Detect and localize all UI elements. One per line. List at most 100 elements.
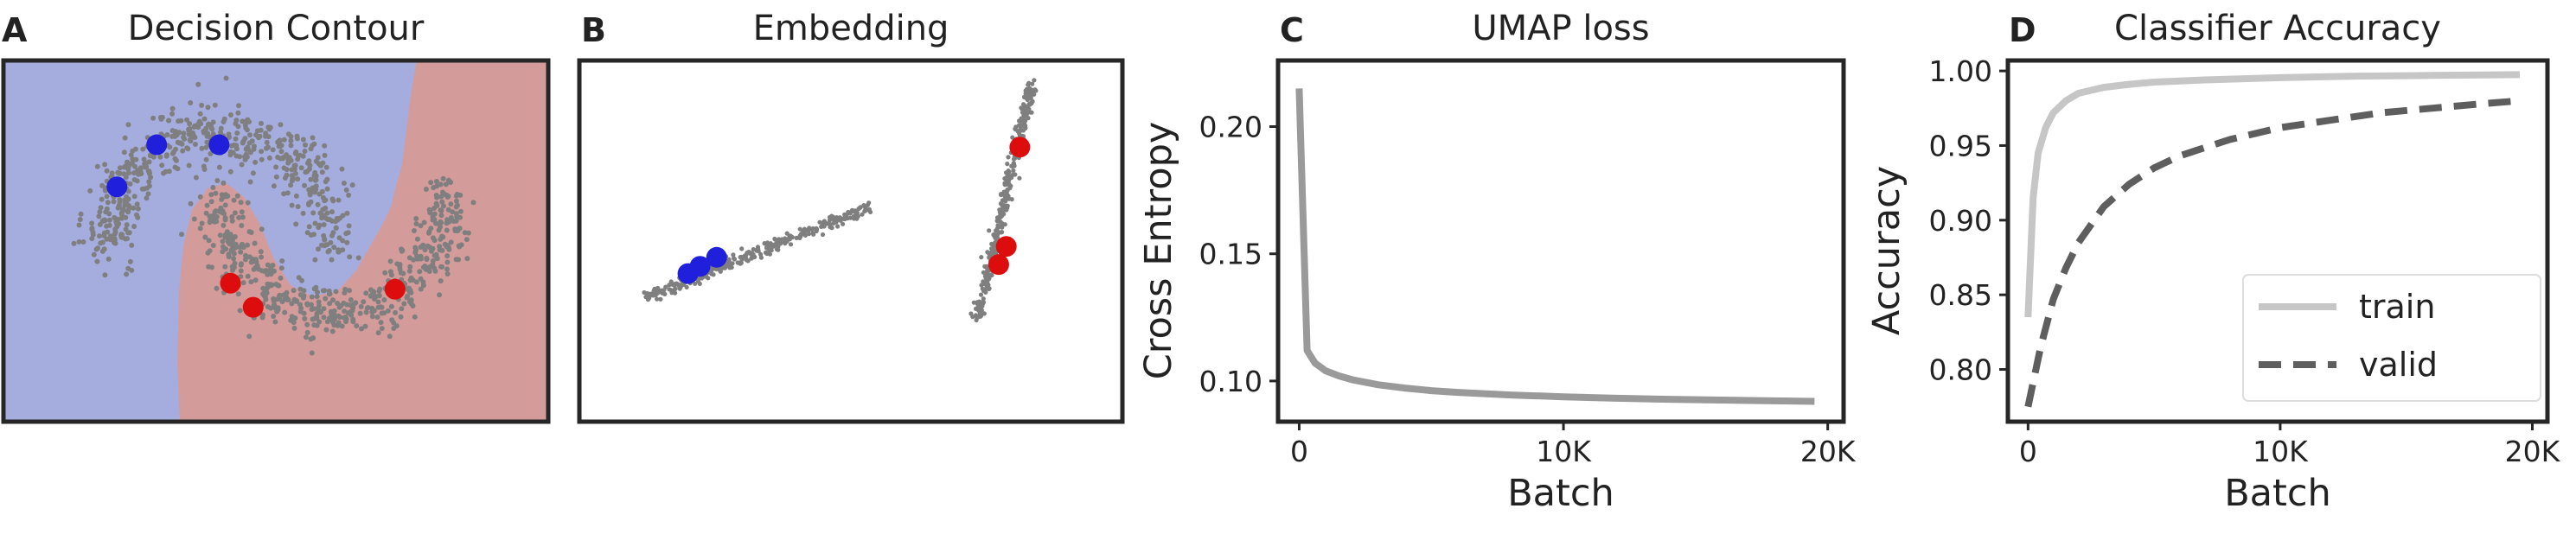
sample-point: [426, 230, 431, 236]
embedded-point: [1009, 175, 1014, 181]
sample-point: [233, 143, 240, 149]
sample-point: [440, 234, 446, 240]
sample-point: [433, 220, 439, 226]
sample-point: [313, 284, 319, 290]
sample-point: [102, 187, 108, 193]
sample-point: [238, 200, 244, 206]
sample-point: [376, 293, 382, 299]
sample-point: [221, 194, 227, 200]
sample-point: [444, 253, 451, 259]
embedded-point: [1032, 78, 1037, 83]
sample-point: [124, 194, 130, 200]
sample-point: [145, 191, 151, 197]
sample-point: [166, 168, 172, 175]
sample-point: [89, 220, 95, 226]
sample-point: [169, 128, 176, 134]
sample-point: [308, 176, 314, 182]
sample-point: [245, 273, 251, 279]
sample-point: [229, 214, 235, 219]
sample-point: [374, 315, 380, 320]
embedded-point: [991, 250, 996, 255]
sample-point: [195, 81, 201, 87]
sample-point: [428, 180, 434, 186]
legend-train-label: train: [2359, 288, 2435, 326]
sample-point: [268, 283, 274, 289]
sample-point: [240, 280, 246, 286]
sample-point: [233, 136, 239, 142]
sample-point: [132, 163, 137, 169]
embedded-point: [987, 254, 992, 259]
sample-point: [431, 238, 438, 244]
sample-point: [188, 200, 194, 207]
embedded-point: [802, 229, 808, 234]
embedded-point: [987, 286, 992, 291]
sample-point: [310, 210, 316, 216]
embedded-point: [1033, 88, 1039, 93]
sample-point: [112, 238, 118, 243]
sample-point: [227, 168, 233, 175]
sample-point: [135, 214, 141, 220]
embedded-point: [673, 286, 678, 291]
sample-point: [266, 270, 272, 276]
sample-point: [214, 285, 220, 291]
sample-point: [106, 217, 112, 223]
loss-plot: 0 10K 20K 0.10 0.15 0.20: [1199, 88, 1857, 468]
sample-point: [336, 320, 342, 326]
embedded-point: [1020, 107, 1025, 112]
sample-point: [418, 286, 424, 292]
embedded-point: [806, 232, 812, 237]
sample-point: [228, 112, 233, 118]
sample-point: [293, 221, 299, 227]
sample-point: [448, 239, 454, 245]
embedded-point: [1002, 222, 1007, 227]
sample-point: [157, 154, 163, 160]
sample-point: [295, 153, 301, 159]
embedded-point: [783, 236, 788, 241]
sample-point: [124, 271, 130, 277]
sample-point: [281, 165, 287, 171]
sample-point: [247, 149, 253, 156]
sample-point: [103, 209, 109, 215]
sample-point: [375, 330, 381, 336]
sample-point: [180, 148, 186, 154]
sample-point: [184, 117, 190, 123]
embedded-point: [722, 265, 728, 270]
sample-point: [131, 194, 137, 200]
panel-b-background: [579, 60, 1122, 422]
sample-point: [303, 142, 308, 148]
sample-point: [368, 287, 374, 293]
sample-point: [117, 165, 123, 171]
panel-b-title: Embedding: [753, 9, 949, 48]
sample-point: [412, 314, 418, 320]
sample-point: [98, 205, 104, 211]
embedded-point: [1007, 186, 1013, 191]
sample-point: [422, 264, 428, 269]
embedded-point: [774, 246, 780, 252]
sample-point: [311, 306, 317, 312]
embedded-point: [998, 215, 1003, 220]
sample-point: [125, 170, 131, 176]
sample-point: [233, 241, 239, 247]
sample-point: [199, 220, 205, 226]
embedded-point: [834, 215, 840, 220]
sample-point: [204, 202, 210, 208]
sample-point: [230, 246, 235, 252]
sample-point: [443, 181, 449, 188]
sample-point: [239, 261, 244, 267]
sample-point: [240, 241, 245, 247]
sample-point: [204, 139, 210, 145]
sample-point: [289, 167, 295, 173]
embedded-point: [811, 232, 816, 237]
sample-point: [418, 245, 424, 250]
class0-labeled-point: [146, 134, 168, 156]
sample-point: [361, 299, 367, 305]
sample-point: [71, 240, 77, 246]
embedded-point: [675, 282, 681, 287]
embedded-point: [981, 311, 987, 316]
embedded-point: [834, 218, 840, 223]
embedded-point: [987, 275, 992, 280]
sample-point: [311, 322, 317, 328]
sample-point: [179, 232, 184, 238]
sample-point: [300, 210, 306, 216]
